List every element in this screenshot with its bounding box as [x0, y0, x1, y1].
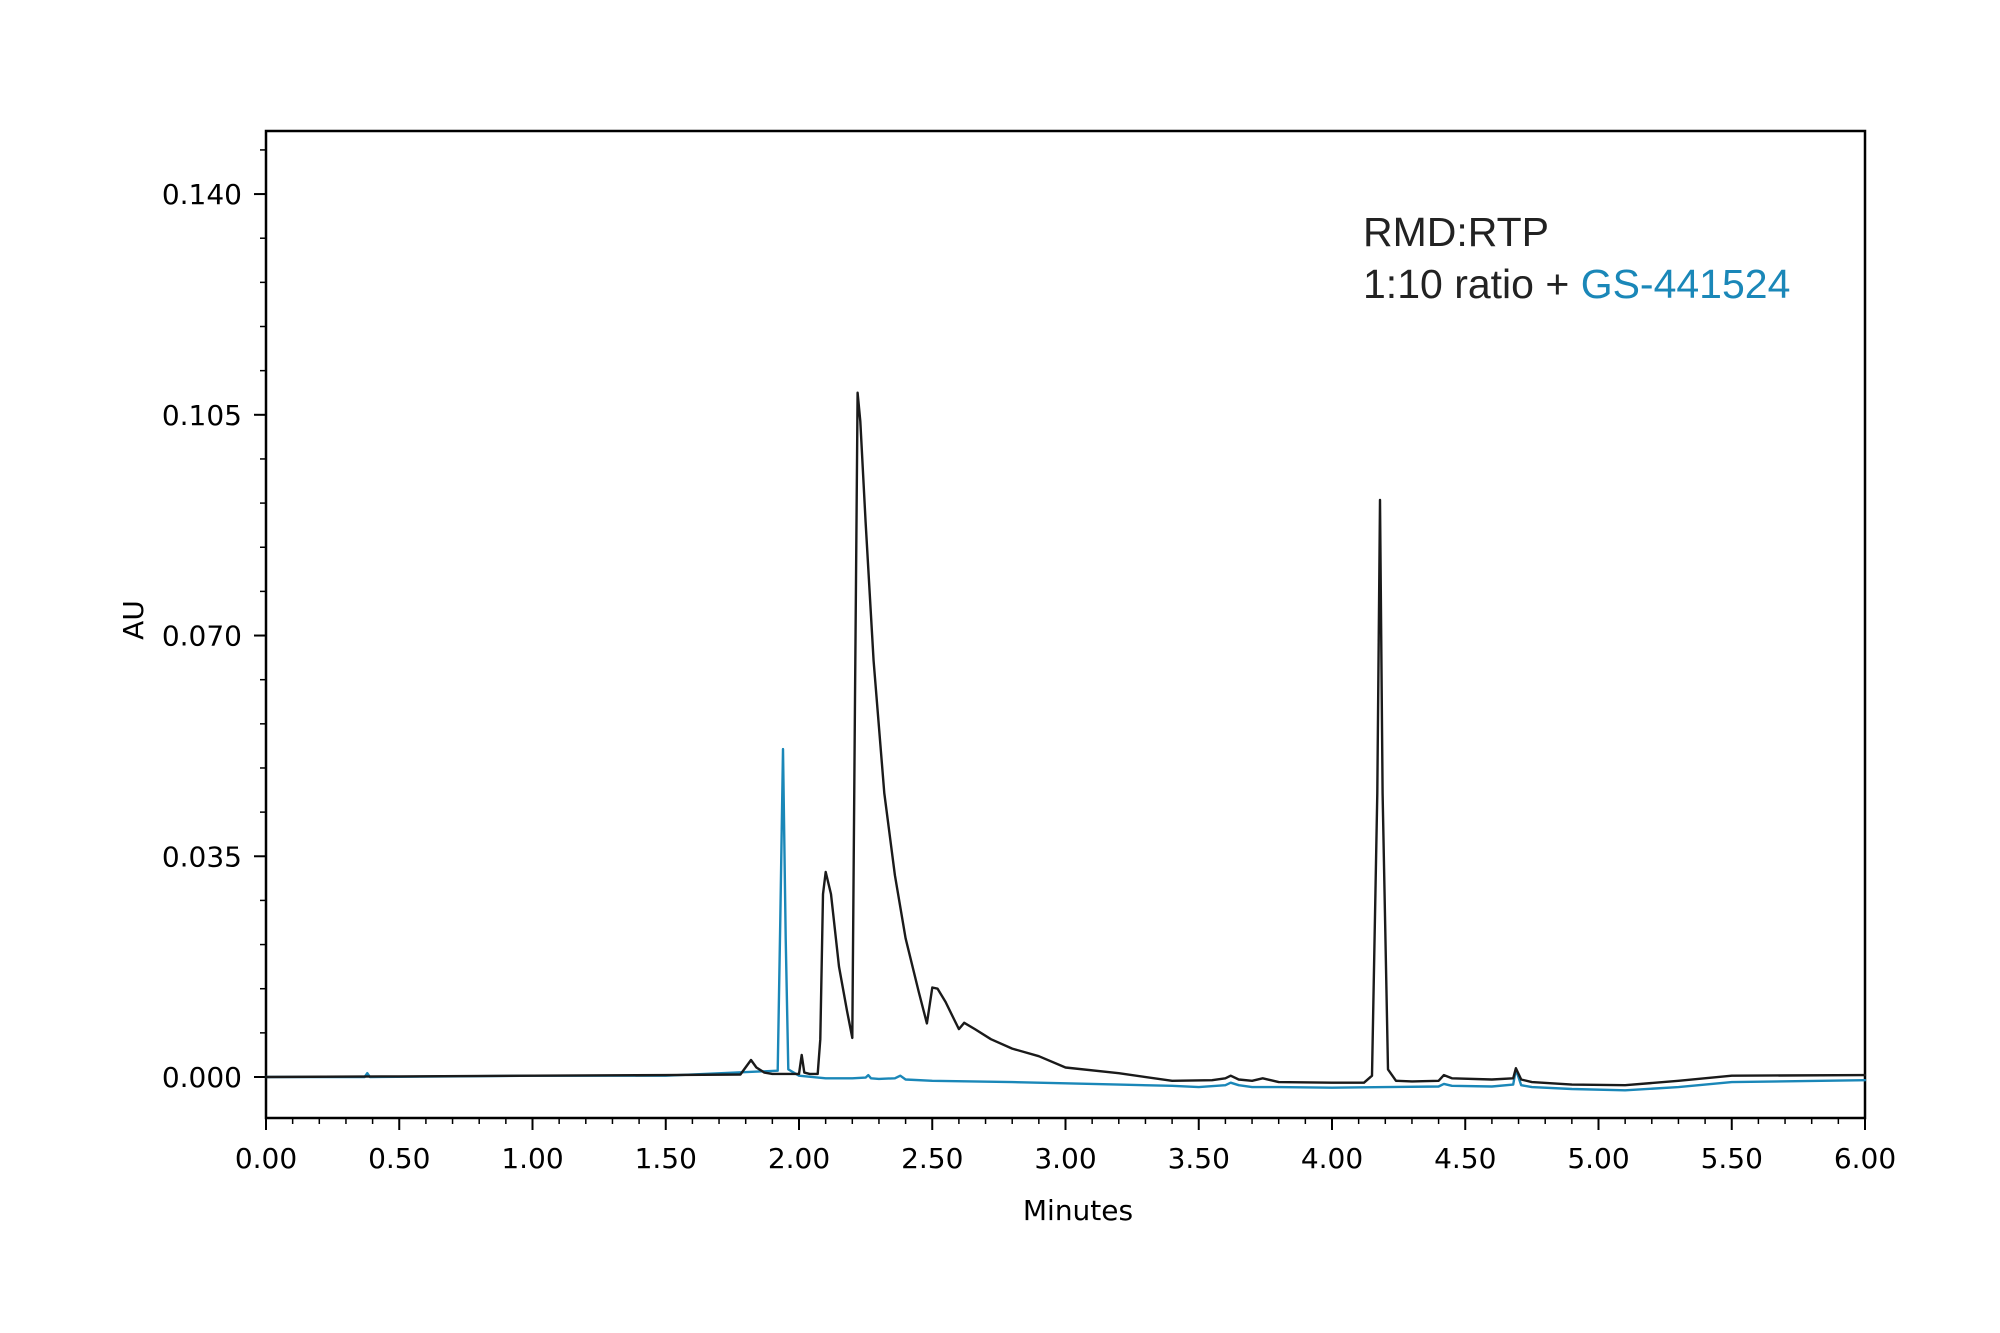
x-tick-label: 3.00 [1034, 1142, 1096, 1175]
y-axis: 0.000 0.035 0.070 0.105 0.140 [162, 149, 266, 1094]
x-tick-label: 1.00 [501, 1142, 563, 1175]
x-axis: 0.00 0.50 1.00 1.50 2.00 2.50 3.00 3.50 4.00 4.50… [235, 1118, 1896, 1175]
annotation-line-1: RMD:RTP [1363, 209, 1549, 255]
x-tick-label: 4.00 [1301, 1142, 1363, 1175]
y-axis-title: AU [117, 600, 150, 640]
x-tick-label: 4.50 [1434, 1142, 1496, 1175]
blue-trace [264, 747, 1867, 1092]
annotation-compound-highlight: GS-441524 [1581, 261, 1791, 307]
x-tick-label: 0.50 [368, 1142, 430, 1175]
y-tick-label: 0.140 [162, 178, 242, 211]
x-tick-label: 5.50 [1701, 1142, 1763, 1175]
x-tick-label: 6.00 [1834, 1142, 1896, 1175]
x-tick-label: 5.00 [1567, 1142, 1629, 1175]
y-tick-label: 0.035 [162, 840, 242, 873]
x-axis-title: Minutes [1023, 1194, 1133, 1227]
x-tick-label: 3.50 [1168, 1142, 1230, 1175]
black-trace [264, 391, 1867, 1087]
x-tick-label: 0.00 [235, 1142, 297, 1175]
x-tick-label: 2.00 [768, 1142, 830, 1175]
x-tick-label: 1.50 [635, 1142, 697, 1175]
annotation-line-2: 1:10 ratio + GS-441524 [1363, 261, 1790, 307]
y-tick-label: 0.070 [162, 620, 242, 653]
y-tick-label: 0.105 [162, 399, 242, 432]
x-tick-label: 2.50 [901, 1142, 963, 1175]
annotation-ratio-text: 1:10 ratio + [1363, 261, 1581, 307]
traces [264, 391, 1867, 1092]
y-tick-label: 0.000 [162, 1061, 242, 1094]
